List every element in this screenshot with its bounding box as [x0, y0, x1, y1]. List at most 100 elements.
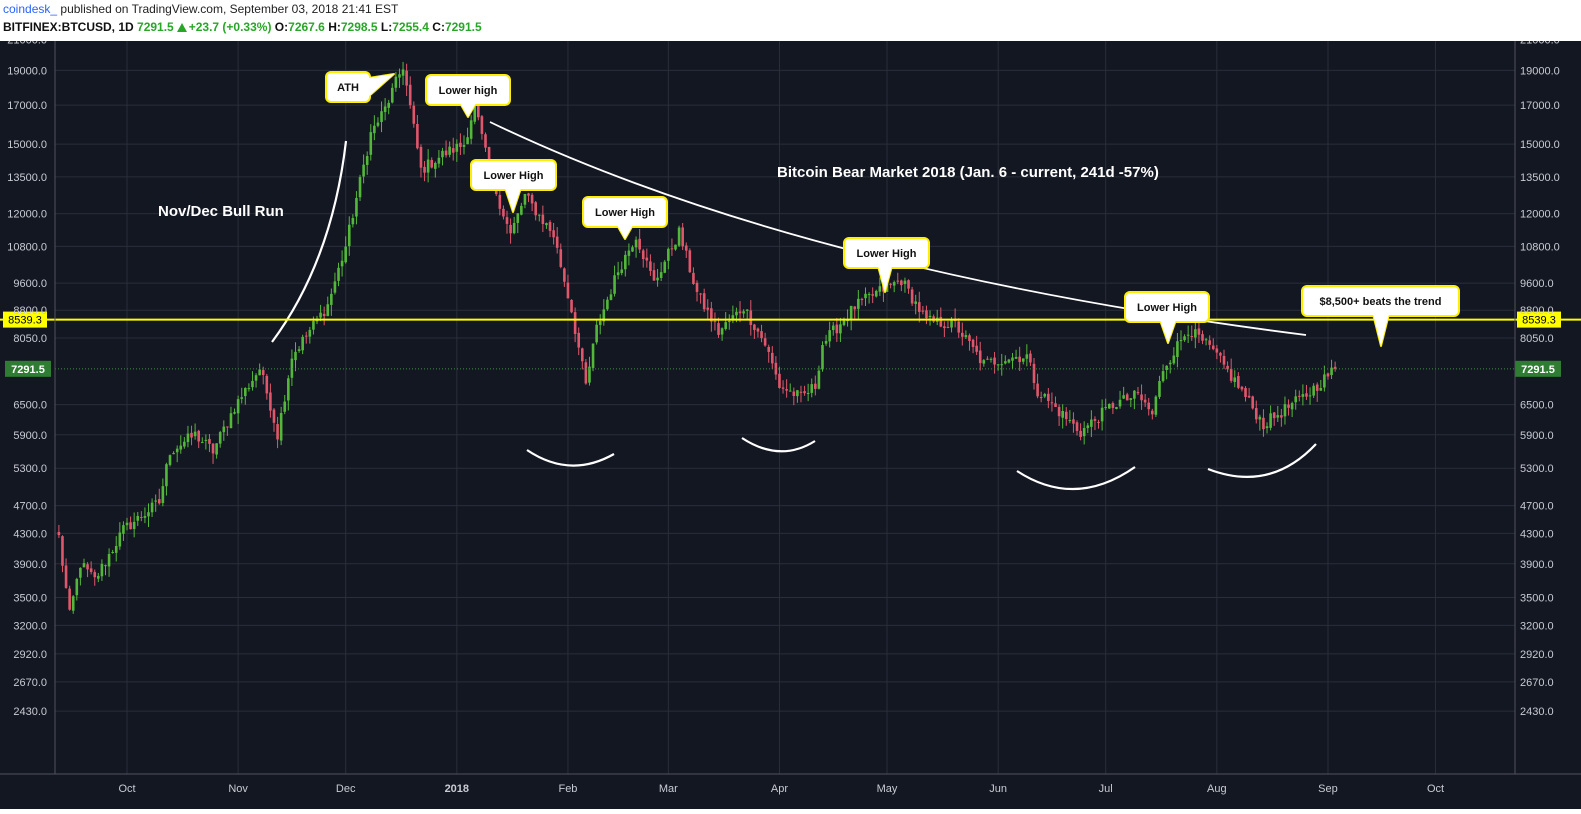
y-tick-label-right: 17000.0: [1520, 100, 1560, 112]
candle-body: [527, 193, 530, 196]
callout-lower-high-1-label: Lower high: [439, 85, 498, 97]
chart-panel[interactable]: 8539.3 8539.3 7291.5 7291.5 ATH Lower high Lo…: [0, 34, 1581, 809]
candle-body: [61, 536, 64, 566]
candle-body: [591, 343, 595, 368]
candle-body: [265, 375, 269, 394]
price-chart[interactable]: 8539.3 8539.3 7291.5 7291.5 ATH Lower high Lo…: [0, 34, 1581, 809]
candle-body: [340, 260, 344, 267]
callout-lower-high-3-label: Lower High: [595, 207, 655, 219]
candle-body: [509, 224, 512, 234]
candle-body: [1186, 334, 1190, 336]
y-tick-label-right: 8800.0: [1520, 305, 1554, 317]
candle-body: [1014, 356, 1018, 359]
close-label: C:: [432, 20, 445, 34]
candle-body: [1290, 403, 1294, 410]
candle-body: [261, 370, 265, 376]
low-value: 7255.4: [392, 20, 429, 34]
candle-body: [1315, 384, 1319, 391]
candle-body: [763, 338, 767, 346]
candle-body: [351, 218, 355, 225]
callout-lower-high-5-label: Lower High: [1137, 302, 1197, 314]
candle-body: [803, 391, 806, 394]
candle-body: [670, 248, 674, 250]
candle-body: [907, 280, 910, 289]
candle-body: [835, 324, 839, 334]
level-badge-left: [3, 311, 47, 328]
candle-body: [724, 322, 727, 329]
candle-body: [964, 335, 968, 338]
candle-body: [1064, 411, 1068, 420]
y-tick-label-left: 17000.0: [7, 100, 47, 112]
y-tick-label-right: 13500.0: [1520, 172, 1560, 184]
x-tick-label: Mar: [659, 783, 678, 795]
candle-body: [702, 293, 706, 310]
candle-body: [713, 320, 717, 322]
candle-body: [1168, 362, 1172, 365]
candle-body: [1072, 419, 1075, 424]
candle-body: [523, 193, 527, 205]
candle-body: [692, 272, 695, 285]
candle-body: [172, 453, 175, 455]
candle-body: [215, 443, 218, 455]
chart-attribution: coindesk_ published on TradingView.com, …: [3, 2, 398, 18]
candle-body: [416, 124, 419, 149]
candle-body: [1054, 403, 1057, 408]
candle-body: [627, 250, 631, 256]
candle-body: [986, 358, 989, 360]
level-badge-right: [1517, 311, 1561, 328]
candle-body: [114, 546, 118, 553]
y-tick-label-right: 4300.0: [1520, 528, 1554, 540]
candle-body: [1097, 421, 1100, 423]
candle-body: [1272, 412, 1276, 419]
candle-body: [588, 366, 591, 383]
candle-body: [555, 236, 559, 248]
callout-ath-label: ATH: [337, 82, 359, 94]
candle-body: [943, 326, 946, 329]
candle-body: [398, 74, 401, 78]
candle-body: [595, 324, 598, 343]
candle-body: [484, 134, 487, 148]
candle-body: [659, 272, 663, 278]
candle-body: [663, 261, 667, 273]
candle-body: [1233, 377, 1237, 382]
candle-body: [1301, 394, 1305, 397]
last-price-badge-label: 7291.5: [1521, 364, 1555, 376]
candle-body: [867, 294, 871, 296]
candle-body: [1229, 368, 1233, 381]
candle-body: [140, 517, 143, 519]
candle-body: [498, 194, 502, 209]
candle-body: [193, 431, 197, 437]
candle-body: [645, 257, 649, 261]
candle-body: [903, 280, 907, 284]
candle-body: [204, 439, 208, 441]
candle-body: [796, 390, 799, 397]
x-tick-label: Apr: [771, 783, 788, 795]
candle-body: [699, 293, 702, 295]
candle-body: [383, 106, 387, 113]
candle-body: [426, 159, 430, 173]
candle-body: [387, 102, 391, 108]
chart-background: [0, 41, 1581, 809]
candle-body: [1222, 355, 1226, 365]
close-value: 7291.5: [444, 20, 482, 34]
candle-body: [1330, 367, 1333, 376]
candle-body: [573, 312, 577, 334]
price-change: +23.7 (+0.33%): [188, 20, 272, 34]
y-tick-label-left: 2430.0: [13, 706, 47, 718]
candle-body: [821, 345, 824, 370]
candle-body: [925, 310, 928, 319]
candle-body: [143, 516, 147, 518]
candle-body: [706, 307, 710, 310]
author-link[interactable]: coindesk_: [3, 2, 58, 16]
candle-body: [434, 162, 437, 169]
candle-body: [613, 275, 616, 294]
candle-body: [1237, 375, 1240, 388]
candle-body: [1244, 388, 1247, 398]
candle-body: [480, 116, 484, 134]
candle-body: [1319, 387, 1323, 391]
candle-body: [910, 289, 914, 304]
candle-body: [473, 102, 477, 122]
candle-body: [157, 499, 161, 504]
candle-body: [921, 310, 925, 312]
candle-body: [390, 87, 394, 103]
